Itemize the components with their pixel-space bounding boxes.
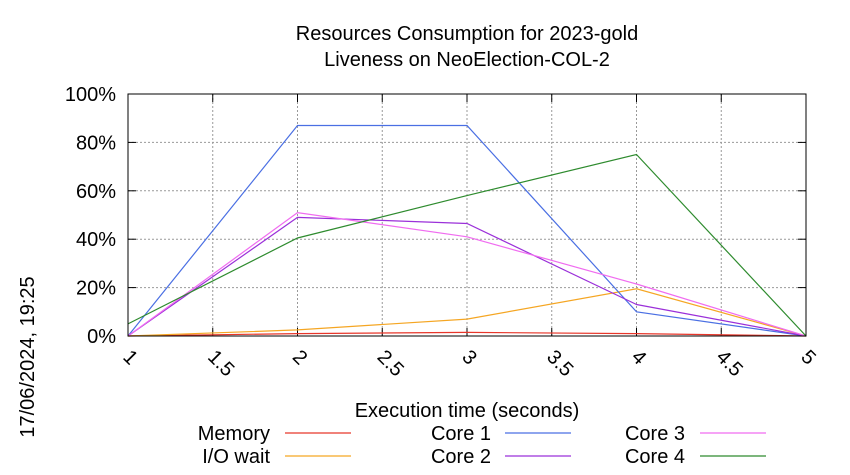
legend-label: Core 1	[431, 423, 491, 445]
x-axis-label: Execution time (seconds)	[355, 400, 580, 422]
x-tick-label: 5	[796, 346, 819, 369]
legend-entry: Core 1	[431, 423, 571, 445]
chart-title-line1: Resources Consumption for 2023-gold	[296, 23, 638, 45]
series-line-core-2	[127, 216, 807, 337]
legend-entry: Core 4	[625, 446, 766, 468]
y-tick-label: 20%	[76, 278, 116, 300]
x-tick-label: 3	[457, 346, 480, 369]
y-tick-label: 100%	[65, 84, 116, 106]
legend-label: I/O wait	[202, 446, 270, 468]
legend-entry: I/O wait	[202, 446, 351, 468]
series-line-core-4	[127, 153, 807, 337]
y-tick-label: 0%	[87, 326, 116, 348]
series-line-i-o-wait	[127, 288, 807, 337]
plot-border	[127, 93, 807, 337]
series-line-core-3	[127, 211, 807, 337]
legend-entry: Core 3	[625, 423, 766, 445]
timestamp-label: 17/06/2024, 19:25	[17, 276, 39, 437]
series-line-core-1	[127, 124, 807, 337]
x-tick-label: 1.5	[203, 346, 238, 381]
legend-entry: Memory	[198, 423, 351, 445]
legend-entry: Core 2	[431, 446, 571, 468]
y-tick-label: 40%	[76, 229, 116, 251]
y-tick-label: 60%	[76, 181, 116, 203]
series-line-memory	[127, 331, 807, 337]
legend-label: Memory	[198, 423, 270, 445]
legend-label: Core 2	[431, 446, 491, 468]
x-tick-label: 2	[288, 346, 311, 369]
legend-label: Core 4	[625, 446, 685, 468]
chart-title-line2: Liveness on NeoElection-COL-2	[324, 49, 610, 71]
grid-lines	[128, 94, 806, 336]
y-axis-ticks: 0% 20% 40% 60% 80% 100%	[65, 84, 806, 348]
x-tick-label: 4	[627, 346, 650, 369]
x-tick-label: 2.5	[373, 346, 408, 381]
x-tick-label: 4.5	[712, 346, 747, 381]
x-tick-label: 1	[118, 346, 141, 369]
legend-label: Core 3	[625, 423, 685, 445]
x-tick-label: 3.5	[542, 346, 577, 381]
y-tick-label: 80%	[76, 132, 116, 154]
series-lines	[127, 124, 807, 337]
